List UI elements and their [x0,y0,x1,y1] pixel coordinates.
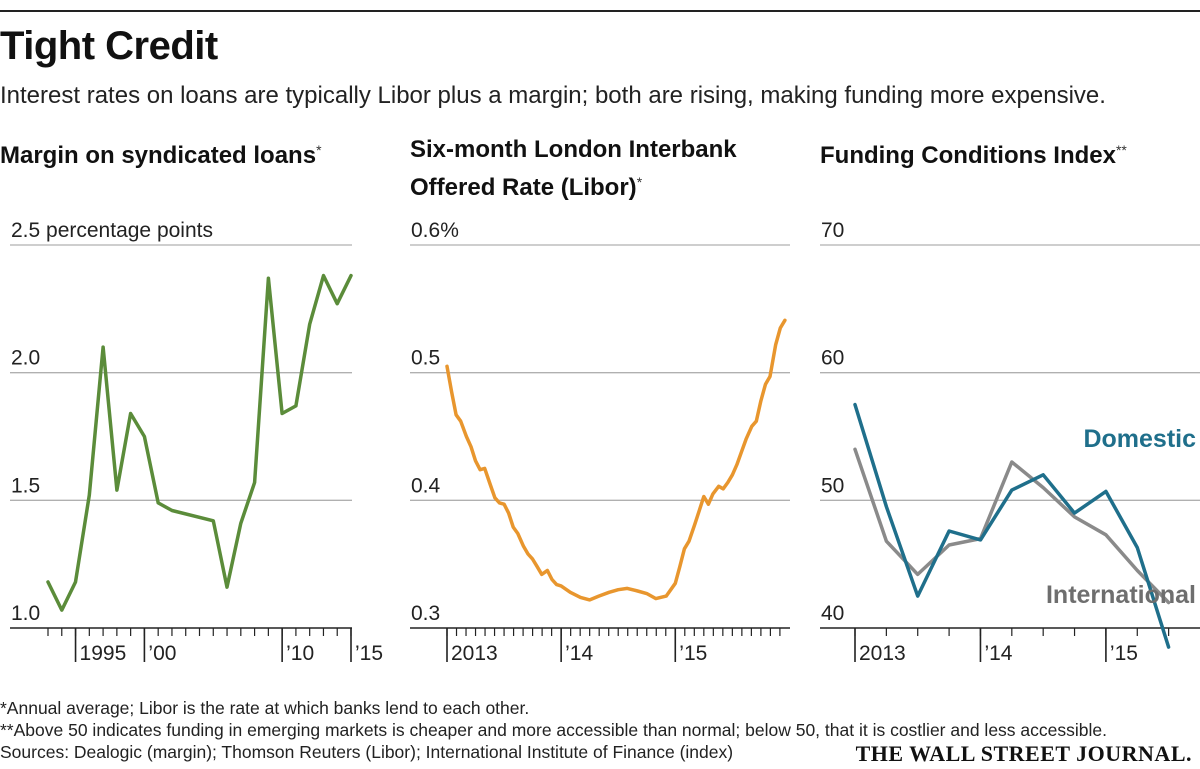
margin-y-tick-label: 1.5 [11,474,40,497]
top-rule [0,10,1200,12]
fci-y-tick-label: 70 [821,219,844,242]
margin-x-tick-label: ’00 [148,642,176,665]
margin-y-tick-label: 1.0 [11,602,40,625]
publisher-logo: THE WALL STREET JOURNAL. [855,741,1192,766]
libor-y-tick-label: 0.4 [411,474,441,497]
footnotes: *Annual average; Libor is the rate at wh… [0,697,1107,763]
margin-x-tick-label: ’10 [286,642,314,665]
fci-y-tick-label: 60 [821,347,844,370]
footnote-index-explanation: **Above 50 indicates funding in emerging… [0,720,1107,740]
libor-x-tick-label: ’15 [679,642,707,665]
libor-x-tick-label: 2013 [451,642,498,665]
margin-chart-title-text: Margin on syndicated loans [0,142,317,169]
fci-x-tick-label: 2013 [859,642,906,665]
margin-x-tick-label: 1995 [80,642,127,665]
margin-x-tick-label: ’15 [355,642,383,665]
fci-line-domestic [853,402,1171,649]
fci-y-tick-label: 40 [821,602,844,625]
libor-chart-title-line2-wrap: Offered Rate (Libor)* [410,166,737,204]
libor-x-tick-label: ’14 [565,642,593,665]
margin-y-tick-label: 2.0 [11,347,40,370]
fci-chart-title: Funding Conditions Index** [820,134,1127,172]
libor-y-tick-label: 0.5 [411,347,440,370]
fci-x-tick-label: ’15 [1110,642,1138,665]
fci-y-tick-label: 50 [821,474,844,497]
margin-chart-title-mark: * [316,142,322,158]
fci-legend-international: International [1046,581,1196,609]
fci-chart-title-mark: ** [1115,142,1127,158]
margin-line [46,273,353,612]
libor-y-tick-label: 0.6% [411,219,459,242]
charts-canvas: 2.5 percentage points 2.0 1.5 1.0 1995 ’00 ’10… [10,219,1200,665]
fci-chart-title-text: Funding Conditions Index [820,142,1116,169]
libor-chart-title-mark: * [636,174,643,190]
margin-chart-title: Margin on syndicated loans* [0,134,322,172]
fci-line-international [853,447,1171,605]
libor-chart-title-line1: Six-month London Interbank [410,136,737,163]
fci-legend-domestic: Domestic [1083,425,1196,453]
page-subtitle: Interest rates on loans are typically Li… [0,82,1106,109]
libor-y-tick-label: 0.3 [411,602,440,625]
libor-chart-title-line2: Offered Rate (Libor) [410,174,637,201]
libor-line [445,318,787,602]
fci-x-tick-label: ’14 [984,642,1012,665]
footnote-annual-average: *Annual average; Libor is the rate at wh… [0,698,530,718]
margin-y-tick-label: 2.5 percentage points [11,219,213,242]
page-title: Tight Credit [0,24,218,68]
footnote-sources: Sources: Dealogic (margin); Thomson Reut… [0,742,734,762]
libor-chart-title: Six-month London Interbank Offered Rate (… [410,134,737,204]
